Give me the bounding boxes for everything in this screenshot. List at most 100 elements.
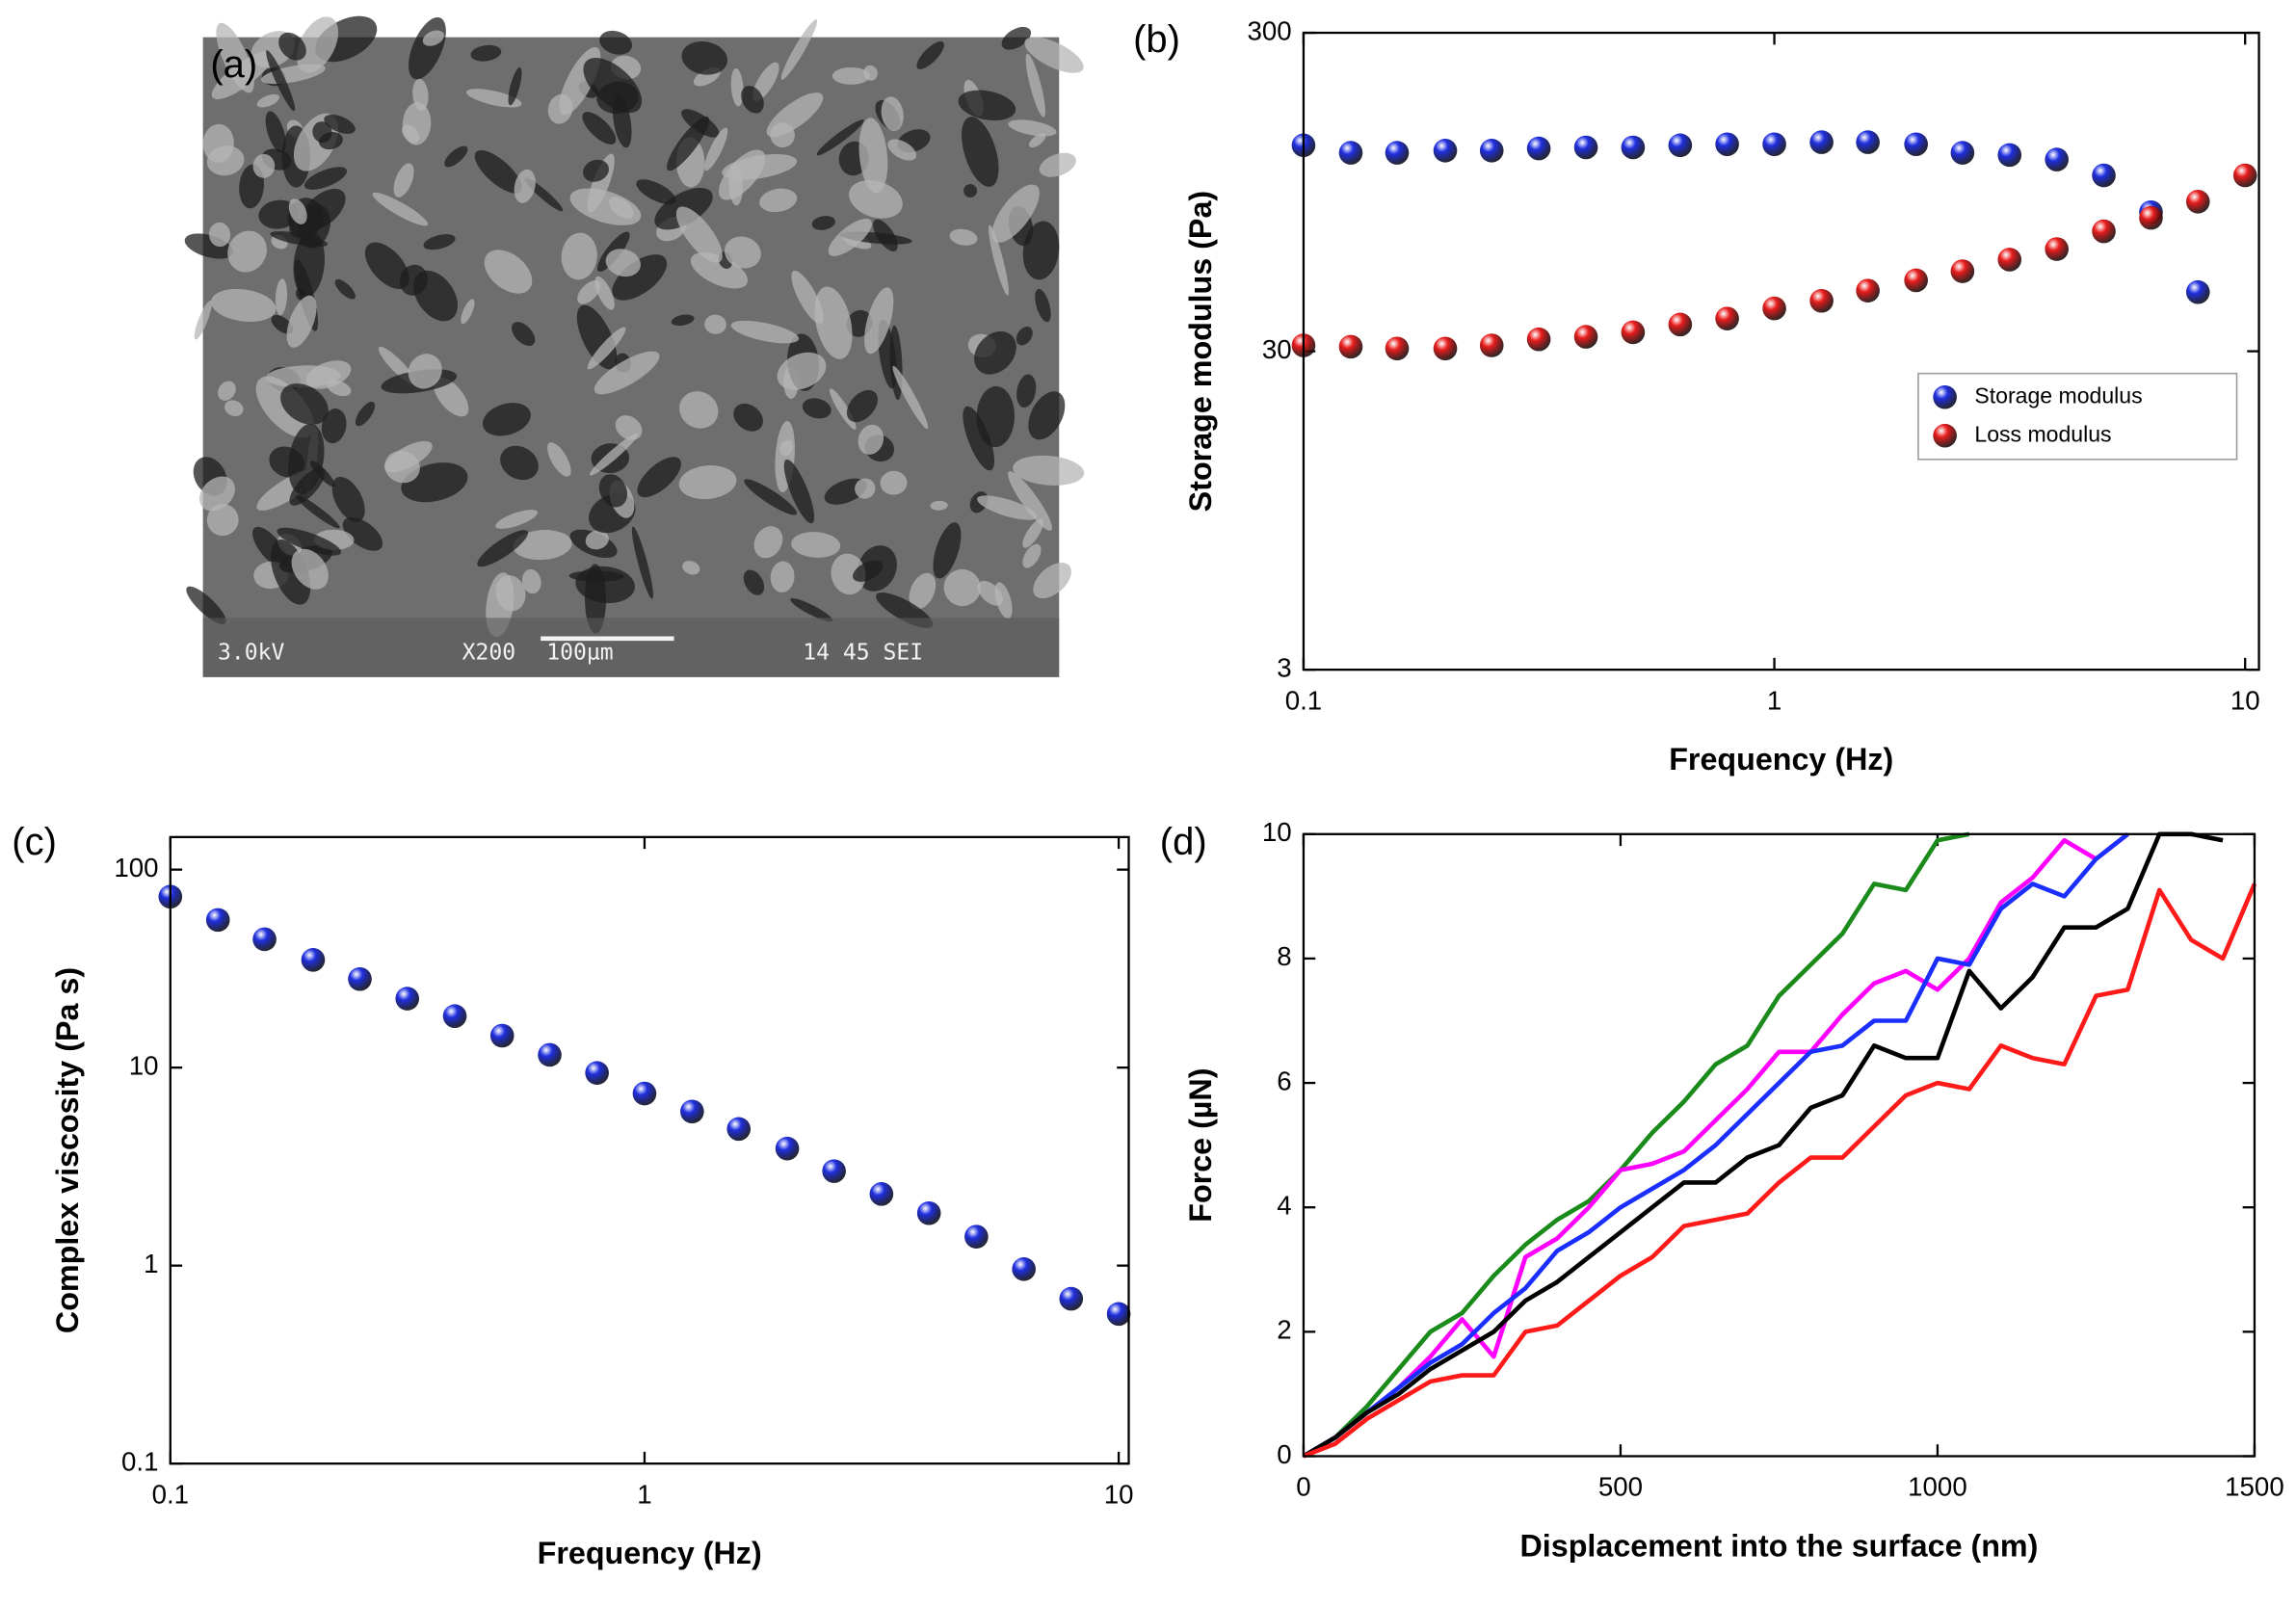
pore — [949, 228, 978, 246]
pore — [589, 433, 639, 476]
pore — [412, 78, 429, 111]
pore — [413, 270, 459, 322]
pore — [334, 278, 356, 300]
point — [395, 987, 420, 1011]
pore — [724, 236, 761, 269]
pore — [289, 467, 326, 506]
pore — [495, 510, 539, 529]
force-curve — [1302, 831, 2129, 1459]
point — [301, 948, 326, 972]
point — [1479, 139, 1504, 163]
y-tick-label: 300 — [1247, 15, 1291, 45]
pore — [327, 380, 352, 397]
y-tick-label: 4 — [1277, 1191, 1291, 1221]
pore — [210, 288, 277, 323]
pore — [704, 127, 728, 171]
pore — [199, 476, 235, 512]
force-curve — [1302, 831, 1970, 1459]
pore — [863, 65, 878, 81]
pore — [958, 90, 1016, 121]
pore — [423, 234, 456, 250]
pore — [828, 219, 872, 256]
point — [1106, 1302, 1131, 1327]
pore — [355, 401, 376, 427]
point — [1856, 278, 1880, 303]
point — [205, 908, 230, 933]
panel-label: (c) — [12, 821, 57, 863]
legend-swatch — [1933, 384, 1957, 409]
plot-frame — [1302, 832, 2256, 1458]
pore — [962, 117, 999, 187]
point — [1809, 288, 1834, 313]
pore — [1028, 391, 1066, 440]
point — [1809, 130, 1834, 154]
x-tick-label: 0.1 — [152, 1479, 189, 1509]
force-curve — [1302, 831, 2129, 1459]
pore — [679, 391, 719, 429]
pore — [974, 330, 1016, 375]
point — [1526, 327, 1551, 352]
pore — [461, 299, 475, 325]
pore — [208, 222, 231, 248]
pore — [372, 192, 429, 226]
pore — [594, 276, 615, 310]
pore — [858, 424, 884, 455]
pore — [433, 377, 469, 417]
pore — [594, 351, 660, 395]
point — [632, 1081, 657, 1106]
pore — [252, 153, 276, 178]
point — [1385, 141, 1410, 165]
legend-box — [1917, 372, 2238, 461]
pore — [291, 548, 329, 590]
pore — [609, 197, 634, 219]
point — [2092, 219, 2116, 244]
pore — [892, 365, 929, 430]
pore — [477, 530, 529, 567]
point — [2185, 189, 2210, 214]
point — [442, 1004, 467, 1029]
pore — [963, 406, 995, 471]
pore — [587, 327, 626, 370]
point — [489, 1023, 515, 1048]
y-tick-label: 1 — [144, 1249, 158, 1278]
point — [1904, 132, 1928, 157]
pore — [615, 415, 643, 440]
pore — [943, 568, 981, 607]
pore — [753, 526, 783, 559]
panel-label: (a) — [210, 43, 257, 86]
pore — [963, 184, 978, 198]
pore — [295, 494, 340, 529]
pore — [568, 570, 624, 582]
pore — [321, 408, 347, 444]
pore — [855, 478, 876, 499]
pore — [831, 553, 866, 595]
pore — [1039, 152, 1076, 177]
point — [680, 1099, 704, 1124]
pore — [293, 230, 325, 297]
point — [1338, 334, 1363, 359]
pore — [342, 516, 383, 551]
pore — [582, 112, 617, 145]
plot-frame — [169, 835, 1130, 1465]
pore — [500, 445, 539, 481]
pore — [384, 440, 433, 473]
pore — [484, 250, 533, 294]
panel-label: (d) — [1160, 821, 1207, 863]
x-axis-label: Frequency (Hz) — [538, 1536, 762, 1570]
pore — [743, 569, 765, 595]
pore — [599, 30, 633, 55]
pore — [1028, 133, 1046, 148]
pore — [324, 114, 356, 134]
x-tick-label: 1 — [1767, 685, 1781, 715]
point — [1997, 143, 2022, 168]
pore — [933, 522, 962, 579]
pore — [730, 320, 800, 344]
point — [348, 966, 372, 991]
x-tick-label: 10 — [1104, 1479, 1134, 1509]
pore — [791, 270, 824, 325]
sem-info-bar — [202, 618, 1060, 677]
x-axis-label: Displacement into the surface (nm) — [1520, 1528, 2039, 1563]
point — [1526, 136, 1551, 161]
point — [869, 1182, 894, 1206]
pore — [186, 586, 226, 624]
